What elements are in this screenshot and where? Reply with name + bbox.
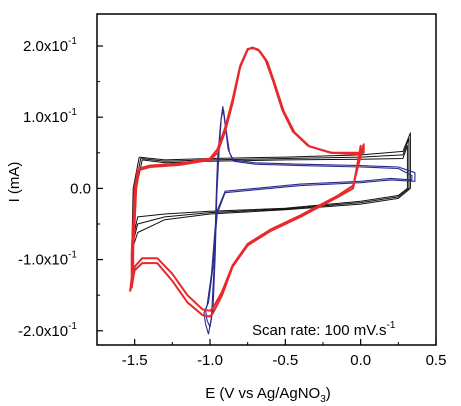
plot-frame (96, 13, 437, 346)
cv-curve-black-2 (131, 132, 411, 252)
cv-curve-black-1 (132, 138, 410, 243)
y-tick-label: -1.0x10-1 (18, 250, 77, 269)
x-tick-label: -1.5 (122, 352, 148, 369)
x-tick-label: 0.0 (350, 352, 371, 369)
y-tick-label: 1.0x10-1 (23, 107, 77, 126)
x-axis-title: E (V vs Ag/AgNO3) (205, 385, 331, 405)
y-axis-title: I (mA) (6, 162, 23, 203)
cv-curve-blue-4 (204, 109, 413, 328)
cv-curve-black-0 (134, 145, 408, 232)
series-layer (129, 46, 416, 335)
cv-curve-red-5 (129, 46, 362, 318)
y-tick-label: 2.0x10-1 (23, 36, 77, 55)
y-tick-label: 0.0 (70, 180, 91, 197)
x-tick-label: -1.0 (197, 352, 223, 369)
cv-curve-blue-3 (203, 105, 416, 335)
y-tick-label: -2.0x10-1 (18, 321, 77, 340)
cv-curve-red-6 (130, 47, 365, 312)
x-tick-label: -0.5 (272, 352, 298, 369)
tick-layer: -1.5 -1.0 -0.5 0.0 0.5 2.0x10-1 1.0x10-1 0.0 -1.… (18, 36, 446, 369)
scan-rate-annotation: Scan rate: 100 mV.s-1 (252, 320, 396, 339)
x-tick-label: 0.5 (426, 352, 447, 369)
